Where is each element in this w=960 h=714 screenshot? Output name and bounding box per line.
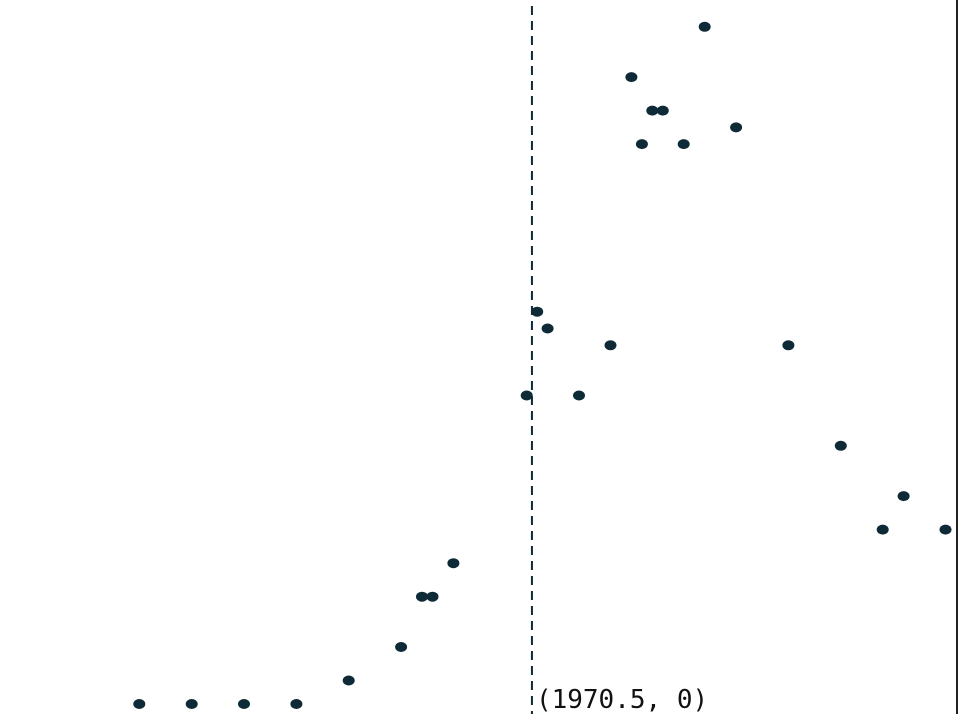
data-point	[342, 675, 355, 686]
data-point	[656, 105, 669, 116]
data-point	[541, 323, 554, 334]
data-point	[625, 72, 638, 83]
data-point	[520, 390, 533, 401]
data-point	[677, 139, 690, 150]
data-point	[897, 491, 910, 502]
data-point	[876, 524, 889, 535]
data-point	[238, 699, 250, 709]
data-point	[635, 139, 648, 150]
data-point	[531, 306, 544, 317]
data-point	[834, 440, 847, 451]
point-annotation-label: (1970.5, 0)	[536, 685, 708, 714]
data-point	[133, 699, 146, 709]
data-point	[939, 524, 952, 535]
data-point	[604, 340, 617, 351]
data-point	[395, 642, 408, 652]
data-point	[730, 122, 743, 133]
data-point	[646, 105, 659, 116]
data-point	[185, 699, 198, 709]
data-point	[698, 21, 711, 32]
data-point	[290, 699, 303, 709]
data-point	[782, 340, 795, 351]
data-point	[426, 591, 439, 602]
data-point	[573, 390, 585, 401]
data-points-group	[133, 21, 952, 709]
data-point	[416, 591, 428, 602]
data-point	[447, 558, 460, 569]
